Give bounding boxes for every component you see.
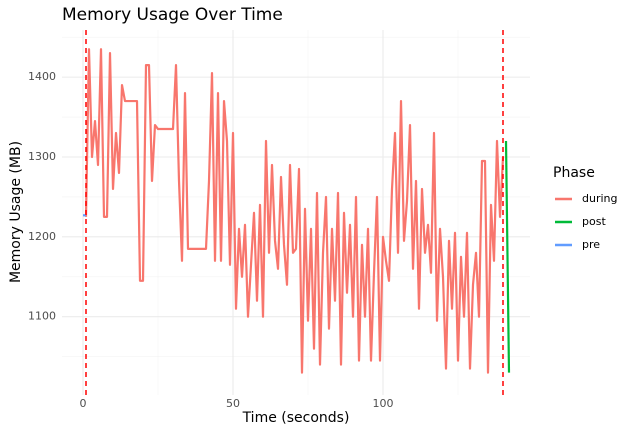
- x-tick-label: 100: [373, 397, 394, 410]
- y-tick-label: 1100: [28, 310, 56, 323]
- legend-label: during: [582, 192, 618, 205]
- x-tick-label: 0: [80, 397, 87, 410]
- legend-label: post: [582, 215, 606, 228]
- x-tick-label: 50: [226, 397, 240, 410]
- series-line: [84, 48, 505, 374]
- y-tick-label: 1400: [28, 70, 56, 83]
- series-line: [504, 141, 511, 373]
- legend-label: pre: [582, 238, 600, 251]
- y-tick-label: 1300: [28, 150, 56, 163]
- y-axis-label: Memory Usage (MB): [8, 141, 24, 283]
- y-tick-label: 1200: [28, 230, 56, 243]
- legend-title: Phase: [553, 165, 595, 181]
- chart-title: Memory Usage Over Time: [62, 5, 283, 25]
- x-axis-label: Time (seconds): [242, 410, 350, 426]
